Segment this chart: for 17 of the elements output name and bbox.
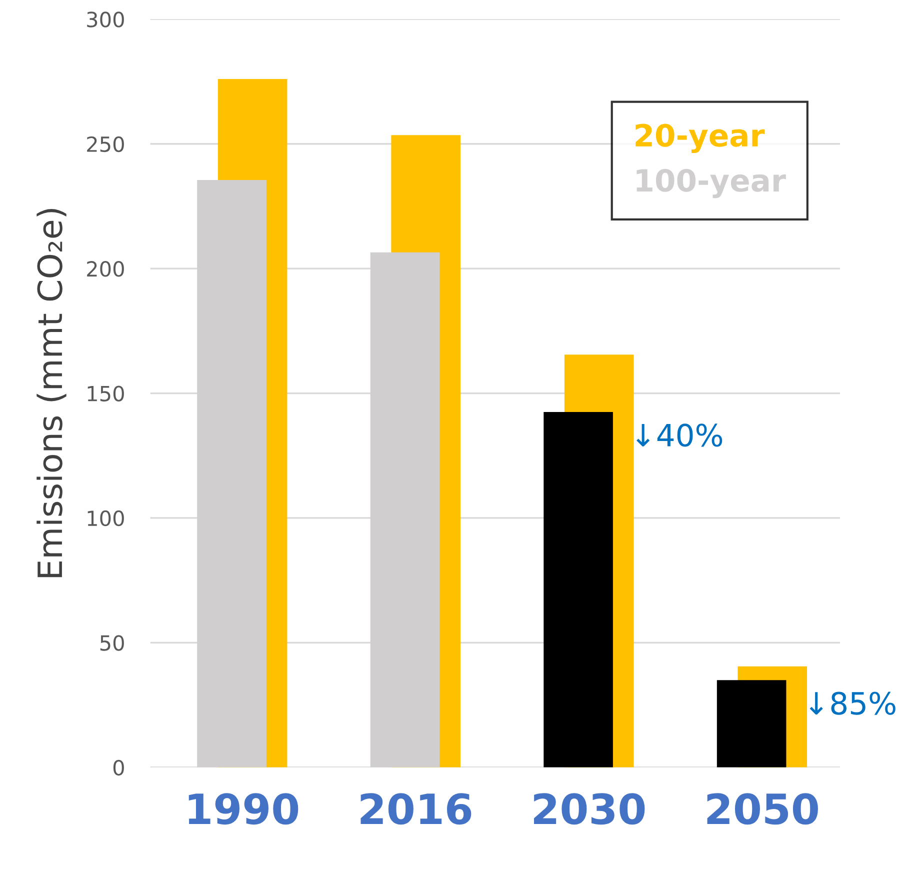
annotation: ↓85% [810, 692, 896, 715]
x-tick-label: 2030 [534, 793, 645, 825]
y-tick-label: 150 [88, 386, 124, 402]
y-tick-label: 250 [87, 136, 124, 152]
x-tick-label: 2050 [707, 793, 818, 825]
text: 20-year [636, 124, 765, 153]
y-axis-title: Emissions (mmt CO₂e) [36, 209, 66, 578]
y-tick-label: 200 [87, 261, 124, 277]
y-tick-label: 50 [100, 635, 124, 651]
y-tick-label: 100 [88, 510, 124, 526]
bar [544, 412, 613, 768]
x-tick-label: 1990 [188, 793, 298, 825]
annotation: ↓40% [636, 424, 722, 447]
bar [716, 680, 786, 768]
y-tick-label: 0 [113, 760, 124, 776]
y-tick-label: 300 [87, 12, 124, 28]
x-tick-label: 2016 [360, 793, 472, 825]
